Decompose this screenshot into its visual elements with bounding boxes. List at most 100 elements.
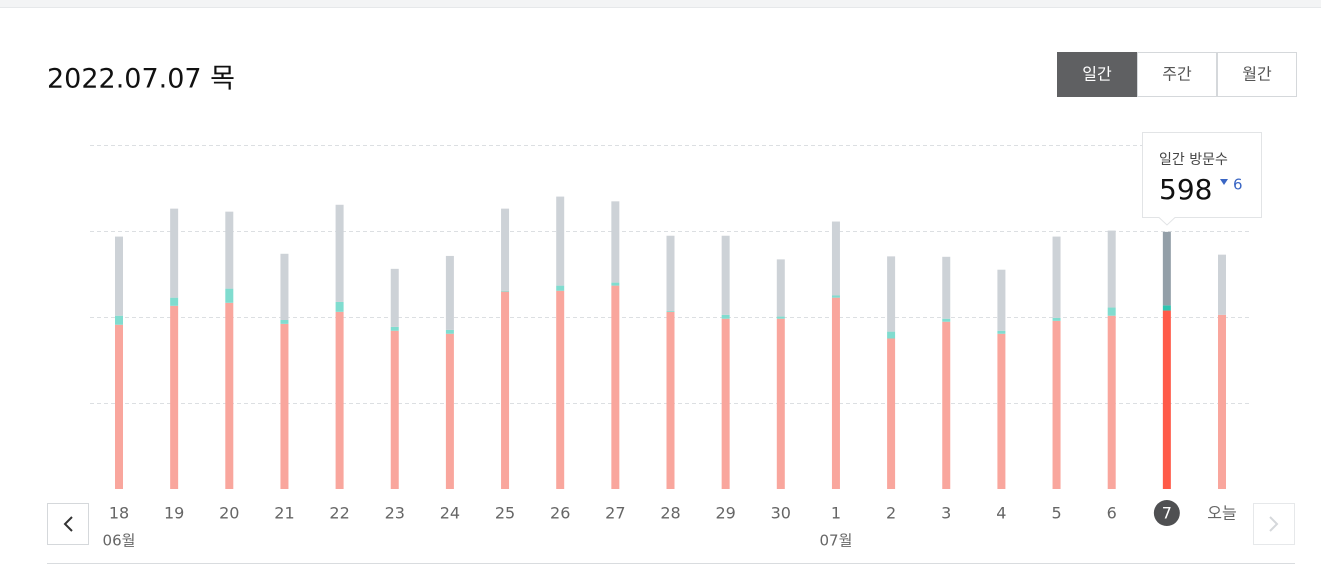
- bar-segment: [831, 221, 840, 296]
- bar-segment: [1162, 231, 1171, 306]
- bar-segment: [1107, 230, 1116, 308]
- x-tick-label: 1: [831, 504, 841, 523]
- bar-segment: [1107, 315, 1116, 489]
- bar-segment: [445, 329, 454, 334]
- bar-segment: [666, 311, 675, 489]
- bar-segment: [1107, 307, 1116, 316]
- bar-segment: [887, 256, 896, 332]
- bar-segment: [887, 338, 896, 489]
- x-tick-label: 30: [771, 504, 791, 523]
- bar-segment: [1162, 310, 1171, 489]
- bar-segment: [611, 282, 620, 286]
- bar-segment: [997, 330, 1006, 334]
- bar-segment: [666, 235, 675, 311]
- bar-segment: [280, 253, 289, 321]
- bar-segment: [115, 236, 123, 316]
- tooltip-value: 598: [1159, 173, 1212, 206]
- x-tick-label: 2: [886, 504, 896, 523]
- x-tick-label: 24: [440, 504, 460, 523]
- bar-segment: [1218, 314, 1226, 489]
- tooltip: 일간 방문수 598 6: [1142, 132, 1262, 226]
- next-button[interactable]: [1253, 503, 1295, 545]
- tab-button[interactable]: [1217, 52, 1297, 97]
- bar-segment: [445, 333, 454, 489]
- bar-segment: [997, 269, 1006, 331]
- prev-button[interactable]: [47, 503, 89, 545]
- x-tick-label: 7: [1162, 504, 1172, 523]
- tab-button[interactable]: [1057, 52, 1137, 97]
- bar-segment: [556, 290, 565, 489]
- x-tick-label: 28: [660, 504, 680, 523]
- bar-segment: [997, 333, 1006, 489]
- bar-segment: [776, 318, 785, 489]
- bar-segment: [887, 331, 896, 339]
- x-tick-label: 3: [941, 504, 951, 523]
- bar-segment: [1052, 236, 1061, 318]
- x-tick-label: 29: [715, 504, 735, 523]
- bar-segment: [942, 256, 951, 319]
- down-arrow: [1220, 179, 1228, 185]
- bar-segment: [225, 211, 234, 289]
- bar-segment: [170, 297, 179, 306]
- x-tick-label: 23: [385, 504, 405, 523]
- x-tick-label: 22: [329, 504, 349, 523]
- tab-label[interactable]: 주간: [1162, 65, 1192, 84]
- bar-segment: [225, 302, 234, 489]
- x-tick-label: 오늘: [1207, 504, 1236, 523]
- bar-segment: [831, 297, 840, 489]
- bar-segment: [776, 259, 785, 317]
- bar-segment: [721, 318, 730, 489]
- bar-segment: [501, 291, 510, 489]
- x-tick-label: 26: [550, 504, 570, 523]
- bar-segment: [1052, 317, 1061, 321]
- bar-segment: [115, 315, 123, 325]
- bar-segment: [390, 326, 399, 331]
- top-bar: [0, 0, 1321, 8]
- bar-segment: [445, 255, 454, 330]
- date-title: 2022.07.07 목: [47, 64, 235, 95]
- bar-segment: [1052, 320, 1061, 489]
- tooltip-change: 6: [1233, 176, 1243, 194]
- x-tick-label: 27: [605, 504, 625, 523]
- bar-segment: [335, 311, 344, 489]
- month-label: 06월: [103, 532, 136, 550]
- x-tick-label: 25: [495, 504, 515, 523]
- x-tick-label: 20: [219, 504, 239, 523]
- bar-segment: [390, 268, 399, 327]
- tooltip-label: 일간 방문수: [1159, 152, 1228, 168]
- bar-segment: [1218, 254, 1226, 315]
- bar-segment: [556, 196, 565, 286]
- bar-segment: [280, 320, 289, 324]
- bar-segment: [335, 301, 344, 312]
- month-label: 07월: [820, 532, 853, 550]
- bar-segment: [611, 285, 620, 489]
- x-tick-label: 5: [1051, 504, 1061, 523]
- bar-segment: [611, 201, 620, 283]
- bar-segment: [501, 290, 510, 292]
- tab-label[interactable]: 월간: [1242, 65, 1272, 84]
- bar-segment: [1162, 305, 1171, 311]
- bar-segment: [942, 321, 951, 489]
- bar-segment: [170, 305, 179, 489]
- bar-segment: [721, 314, 730, 319]
- bar-segment: [280, 323, 289, 489]
- bar-segment: [831, 295, 840, 298]
- bar-segment: [335, 204, 344, 302]
- bar-segment: [666, 310, 675, 312]
- bar-segment: [170, 208, 179, 298]
- bar-segment: [776, 316, 785, 319]
- selected-marker: [1153, 500, 1180, 526]
- bar-segment: [942, 318, 951, 322]
- bar-segment: [225, 288, 234, 303]
- tab-button[interactable]: [1137, 52, 1217, 97]
- bar-segment: [556, 285, 565, 291]
- bar-segment: [115, 324, 123, 489]
- bar-segment: [501, 208, 510, 291]
- x-tick-label: 21: [274, 504, 294, 523]
- bar-segment: [390, 330, 399, 489]
- x-tick-label: 4: [996, 504, 1006, 523]
- x-tick-label: 18: [109, 504, 129, 523]
- tab-label[interactable]: 일간: [1082, 65, 1112, 84]
